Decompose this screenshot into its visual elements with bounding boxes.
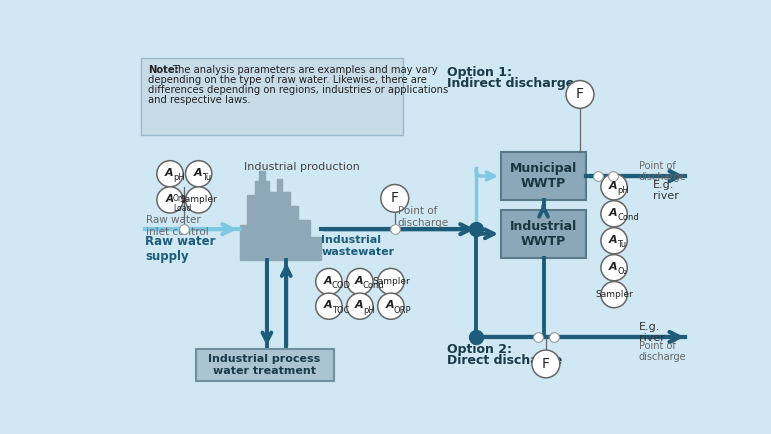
Text: Option 1:: Option 1: (446, 66, 512, 79)
Text: Raw water
supply: Raw water supply (145, 235, 216, 263)
Circle shape (566, 81, 594, 108)
Text: A: A (165, 194, 173, 204)
Text: depending on the type of raw water. Likewise, there are: depending on the type of raw water. Like… (148, 75, 427, 85)
Text: Industrial
WWTP: Industrial WWTP (510, 220, 577, 248)
Circle shape (186, 187, 212, 213)
Text: Raw water
inlet control: Raw water inlet control (146, 215, 209, 237)
Text: Indirect discharge: Indirect discharge (446, 77, 574, 90)
Text: Org.
Load: Org. Load (173, 194, 191, 214)
Text: COD: COD (332, 281, 351, 290)
Circle shape (381, 184, 409, 212)
Circle shape (157, 161, 183, 187)
Text: pH: pH (363, 306, 375, 315)
Text: O₂: O₂ (617, 267, 627, 276)
Text: F: F (391, 191, 399, 205)
Text: The analysis parameters are examples and may vary: The analysis parameters are examples and… (173, 65, 438, 75)
Text: Industrial
wastewater: Industrial wastewater (322, 235, 394, 257)
Text: A: A (355, 300, 363, 310)
Circle shape (315, 293, 342, 319)
Circle shape (347, 269, 373, 295)
Text: Point of
discharge: Point of discharge (639, 161, 686, 182)
Circle shape (315, 269, 342, 295)
Circle shape (378, 293, 404, 319)
Text: and respective laws.: and respective laws. (148, 95, 251, 105)
Text: pH: pH (617, 186, 629, 195)
Circle shape (186, 161, 212, 187)
Circle shape (601, 174, 628, 200)
Circle shape (378, 269, 404, 295)
Text: A: A (355, 276, 363, 286)
Text: A: A (324, 276, 332, 286)
Text: E.g.
river: E.g. river (639, 322, 665, 343)
Text: pH: pH (173, 173, 185, 182)
FancyBboxPatch shape (196, 349, 334, 381)
Text: Tu: Tu (617, 240, 626, 249)
Text: Point of
discharge: Point of discharge (639, 341, 686, 362)
Text: A: A (386, 300, 395, 310)
Text: differences depending on regions, industries or applications: differences depending on regions, indust… (148, 85, 449, 95)
Text: ORP: ORP (394, 306, 412, 315)
Text: Sampler: Sampler (595, 290, 633, 299)
Text: A: A (609, 181, 618, 191)
Text: Direct discharge: Direct discharge (446, 354, 562, 367)
Text: TOC: TOC (332, 306, 349, 315)
Text: E.g.
river: E.g. river (653, 180, 678, 201)
Text: Point of
discharge: Point of discharge (398, 206, 449, 228)
FancyBboxPatch shape (501, 210, 586, 258)
Text: Industrial production: Industrial production (244, 162, 359, 172)
Text: Industrial process
water treatment: Industrial process water treatment (208, 354, 321, 375)
Text: F: F (542, 357, 550, 371)
Circle shape (601, 255, 628, 281)
Text: Municipal
WWTP: Municipal WWTP (510, 162, 577, 190)
Text: Tu: Tu (202, 173, 211, 182)
Circle shape (601, 228, 628, 254)
Text: Note:: Note: (148, 65, 179, 75)
Circle shape (157, 187, 183, 213)
Text: A: A (165, 168, 173, 178)
Text: Option 2:: Option 2: (446, 343, 512, 356)
Text: A: A (609, 235, 618, 245)
Circle shape (347, 293, 373, 319)
Circle shape (601, 282, 628, 308)
Text: Cond: Cond (363, 281, 385, 290)
Text: A: A (609, 208, 618, 218)
FancyBboxPatch shape (141, 58, 403, 135)
Text: Cond: Cond (617, 213, 639, 222)
Text: F: F (576, 87, 584, 102)
FancyBboxPatch shape (501, 152, 586, 200)
Text: A: A (609, 262, 618, 272)
Text: Sampler: Sampler (180, 195, 217, 204)
Circle shape (532, 350, 560, 378)
Polygon shape (240, 171, 322, 260)
Text: A: A (324, 300, 332, 310)
Text: Sampler: Sampler (372, 277, 409, 286)
Text: A: A (194, 168, 202, 178)
Circle shape (601, 201, 628, 227)
